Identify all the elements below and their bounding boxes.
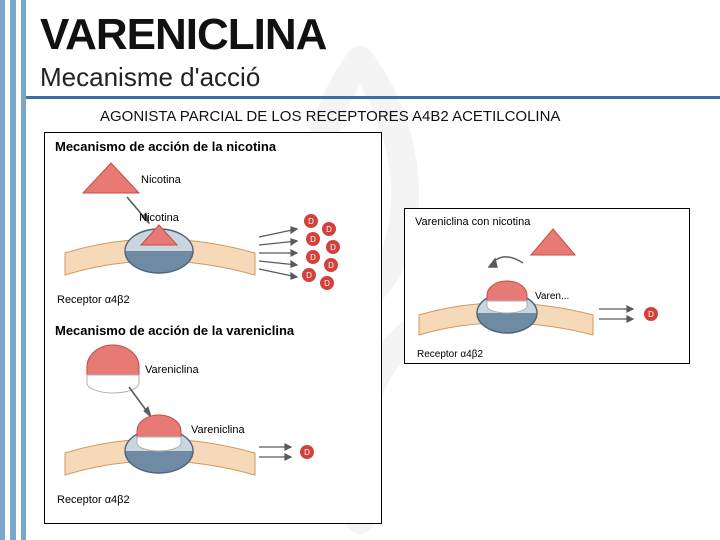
dopamine-arrows-2 [259,444,291,460]
nicotine-blocked-icon [531,229,575,255]
caption: AGONISTA PARCIAL DE LOS RECEPTORES A4B2 … [100,108,560,125]
page-title: VARENICLINA [40,10,326,60]
varenicline-docked-right [487,281,527,313]
svg-text:D: D [306,271,312,280]
dopamine-arrows-right [599,306,633,322]
varenicline-docked-2 [137,415,181,451]
svg-text:D: D [310,253,316,262]
varen-label-right: Varen... [535,291,569,302]
svg-text:D: D [648,310,654,319]
varen-label-free: Vareniclina [145,364,199,376]
dopamine-arrows-1 [259,227,297,279]
panel-right: Vareniclina con nicotina Varen... [404,208,690,364]
nicotine-free-icon [83,163,139,193]
panel-left: Mecanismo de acción de la nicotina Nicot… [44,132,382,524]
receptor-label-right: Receptor α4β2 [417,349,483,360]
svg-text:D: D [330,243,336,252]
svg-text:D: D [328,261,334,270]
svg-text:D: D [326,225,332,234]
svg-text:D: D [310,235,316,244]
svg-text:D: D [324,279,330,288]
right-title: Vareniclina con nicotina [415,216,531,228]
nicotine-label-docked: Nicotina [139,212,180,224]
dopamine-right: D [644,307,658,321]
svg-text:D: D [304,448,310,457]
left-stripe-bar [0,0,26,540]
arrow-down-2 [129,387,151,417]
left-panel-diagram: Mecanismo de acción de la nicotina Nicot… [45,133,383,525]
receptor-label-2: Receptor α4β2 [57,494,130,506]
page-subtitle: Mecanisme d'acció [40,62,260,93]
nicotine-label-free: Nicotina [141,174,182,186]
dopamine-cluster-2: D [300,445,314,459]
varenicline-free-icon [87,345,139,393]
svg-text:D: D [308,217,314,226]
dopamine-cluster-1: D D D D D D D D [302,214,340,290]
sec1-title: Mecanismo de acción de la nicotina [55,139,277,154]
bounce-arrow [489,257,523,267]
varen-label-docked: Vareniclina [191,424,245,436]
receptor-label-1: Receptor α4β2 [57,294,130,306]
title-underline [26,96,720,99]
right-panel-diagram: Vareniclina con nicotina Varen... [405,209,691,365]
sec2-title: Mecanismo de acción de la vareniclina [55,323,295,338]
